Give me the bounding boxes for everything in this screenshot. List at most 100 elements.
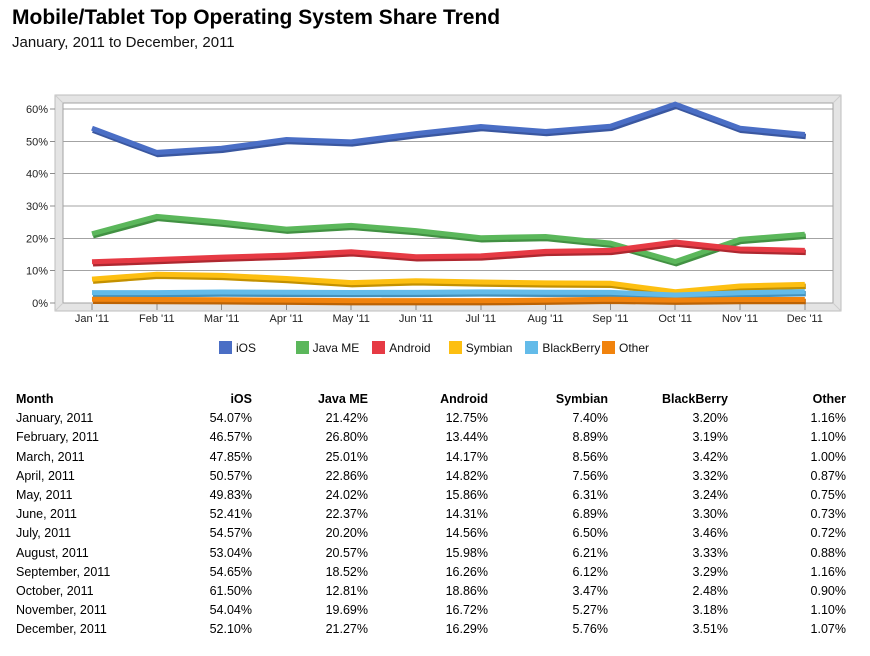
value-cell: 54.65% bbox=[209, 564, 252, 579]
value-cell: 52.10% bbox=[209, 622, 252, 637]
legend-label: Java ME bbox=[312, 340, 360, 355]
x-axis-label: Dec '11 bbox=[787, 313, 823, 325]
value-cell: 54.07% bbox=[209, 411, 252, 426]
series-line-ios bbox=[91, 101, 806, 155]
x-axis-label: Aug '11 bbox=[528, 313, 564, 325]
y-axis-label: 10% bbox=[26, 266, 48, 278]
value-cell: 1.07% bbox=[810, 622, 846, 637]
value-cell: 52.41% bbox=[209, 507, 252, 522]
plot-area bbox=[62, 102, 834, 304]
value-cell: 0.73% bbox=[810, 507, 846, 522]
month-cell: March, 2011 bbox=[16, 449, 85, 464]
x-axis-label: Feb '11 bbox=[139, 313, 175, 325]
table-row: August, 2011 53.04% 20.57% 15.98% 6.21% 3.33%… bbox=[16, 544, 846, 563]
value-cell: 1.16% bbox=[810, 411, 846, 426]
y-axis-label: 40% bbox=[26, 169, 48, 181]
legend-label: iOS bbox=[236, 340, 257, 355]
value-cell: 3.46% bbox=[692, 526, 728, 541]
legend-item-java-me: Java ME bbox=[295, 339, 360, 355]
value-cell: 14.17% bbox=[445, 449, 488, 464]
value-cell: 3.42% bbox=[692, 449, 728, 464]
frame-corner-bevel bbox=[832, 302, 842, 312]
table-row: November, 2011 54.04% 19.69% 16.72% 5.27% 3.1… bbox=[16, 601, 846, 620]
value-cell: 3.19% bbox=[692, 430, 728, 445]
series-android bbox=[91, 239, 806, 267]
table-row: June, 2011 52.41% 22.37% 14.31% 6.89% 3.30% 0.… bbox=[16, 505, 846, 524]
series-line-other bbox=[91, 296, 805, 304]
frame-corner-bevel bbox=[54, 302, 64, 312]
column-header-blackberry: BlackBerry bbox=[661, 392, 728, 406]
value-cell: 3.51% bbox=[692, 622, 728, 637]
y-axis-label: 50% bbox=[26, 136, 48, 148]
value-cell: 12.81% bbox=[325, 584, 368, 599]
month-cell: November, 2011 bbox=[16, 603, 107, 618]
value-cell: 53.04% bbox=[209, 545, 252, 560]
series-blackberry bbox=[91, 289, 806, 300]
x-axis-label: Oct '11 bbox=[658, 313, 692, 325]
month-cell: July, 2011 bbox=[16, 526, 72, 541]
table-row: January, 2011 54.07% 21.42% 12.75% 7.40% 3.20… bbox=[16, 409, 846, 428]
table-row: September, 2011 54.65% 18.52% 16.26% 6.12% 3.… bbox=[16, 563, 846, 582]
page-subtitle: January, 2011 to December, 2011 bbox=[12, 34, 235, 51]
value-cell: 5.76% bbox=[572, 622, 608, 637]
x-axis-label: Sep '11 bbox=[592, 313, 628, 325]
value-cell: 18.86% bbox=[445, 584, 488, 599]
value-cell: 0.87% bbox=[810, 468, 846, 483]
table-row: February, 2011 46.57% 26.80% 13.44% 8.89% 3.1… bbox=[16, 428, 846, 447]
value-cell: 7.40% bbox=[572, 411, 608, 426]
legend-swatch-ios bbox=[219, 341, 232, 355]
value-cell: 3.24% bbox=[692, 488, 728, 503]
y-axis-label: 20% bbox=[26, 233, 48, 245]
value-cell: 14.82% bbox=[445, 468, 488, 483]
column-header-android: Android bbox=[440, 392, 488, 406]
value-cell: 3.30% bbox=[692, 507, 728, 522]
frame-corner-bevel bbox=[832, 94, 842, 104]
table-row: May, 2011 49.83% 24.02% 15.86% 6.31% 3.24% 0.7… bbox=[16, 486, 846, 505]
value-cell: 12.75% bbox=[445, 411, 488, 426]
x-axis-label: Jan '11 bbox=[75, 313, 109, 325]
value-cell: 26.80% bbox=[325, 430, 368, 445]
value-cell: 3.18% bbox=[692, 603, 728, 618]
month-cell: June, 2011 bbox=[16, 507, 77, 522]
month-cell: September, 2011 bbox=[16, 564, 111, 579]
series-ios bbox=[91, 101, 807, 158]
legend-item-symbian: Symbian bbox=[448, 339, 513, 355]
value-cell: 22.86% bbox=[325, 468, 368, 483]
value-cell: 47.85% bbox=[209, 449, 252, 464]
value-cell: 15.98% bbox=[445, 545, 488, 560]
value-cell: 21.27% bbox=[325, 622, 368, 637]
column-header-ios: iOS bbox=[230, 392, 252, 406]
series-line-blackberry bbox=[91, 289, 805, 298]
legend-swatch-symbian bbox=[448, 341, 462, 355]
value-cell: 16.26% bbox=[445, 564, 488, 579]
legend-label: BlackBerry bbox=[542, 340, 601, 355]
value-cell: 13.44% bbox=[445, 430, 488, 445]
y-axis-label: 60% bbox=[26, 104, 48, 116]
month-cell: December, 2011 bbox=[16, 622, 107, 637]
x-axis-label: Nov '11 bbox=[722, 313, 758, 325]
value-cell: 3.32% bbox=[692, 468, 728, 483]
value-cell: 1.10% bbox=[810, 603, 846, 618]
value-cell: 16.72% bbox=[445, 603, 488, 618]
value-cell: 3.29% bbox=[692, 564, 728, 579]
value-cell: 14.56% bbox=[445, 526, 488, 541]
series-other bbox=[91, 296, 806, 306]
frame-corner-bevel bbox=[54, 94, 64, 104]
value-cell: 3.33% bbox=[692, 545, 728, 560]
column-header-other: Other bbox=[812, 392, 846, 406]
month-cell: February, 2011 bbox=[16, 430, 99, 445]
legend-swatch-other bbox=[602, 341, 615, 355]
table-row: October, 2011 61.50% 12.81% 18.86% 3.47% 2.48… bbox=[16, 582, 846, 601]
legend-item-ios: iOS bbox=[219, 339, 257, 355]
value-cell: 15.86% bbox=[445, 488, 488, 503]
legend-label: Symbian bbox=[465, 340, 513, 355]
x-axis-label: May '11 bbox=[333, 313, 370, 325]
value-cell: 6.21% bbox=[572, 545, 608, 560]
month-cell: August, 2011 bbox=[16, 545, 89, 560]
value-cell: 8.56% bbox=[572, 449, 608, 464]
value-cell: 6.31% bbox=[572, 488, 608, 503]
month-cell: October, 2011 bbox=[16, 584, 94, 599]
value-cell: 24.02% bbox=[325, 488, 368, 503]
value-cell: 25.01% bbox=[325, 449, 368, 464]
value-cell: 61.50% bbox=[209, 584, 252, 599]
